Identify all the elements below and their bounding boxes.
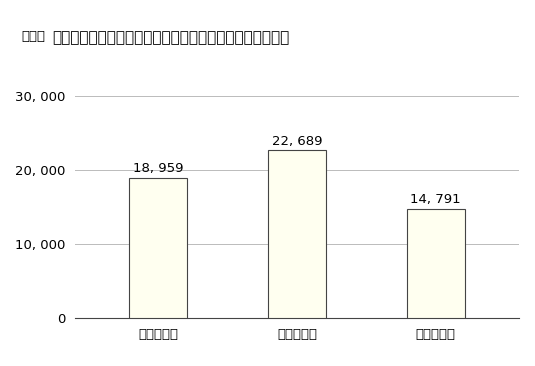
Text: 14, 791: 14, 791 [410, 193, 461, 206]
Bar [268, 150, 326, 318]
Text: （件）: （件） [21, 30, 45, 43]
Bar [129, 178, 187, 318]
Bar [407, 209, 465, 318]
Text: 22, 689: 22, 689 [272, 135, 322, 148]
Text: 18, 959: 18, 959 [133, 163, 184, 175]
Text: 図５－２　育児・介護休業法に基づく是正指導件数の推移: 図５－２ 育児・介護休業法に基づく是正指導件数の推移 [53, 30, 290, 45]
